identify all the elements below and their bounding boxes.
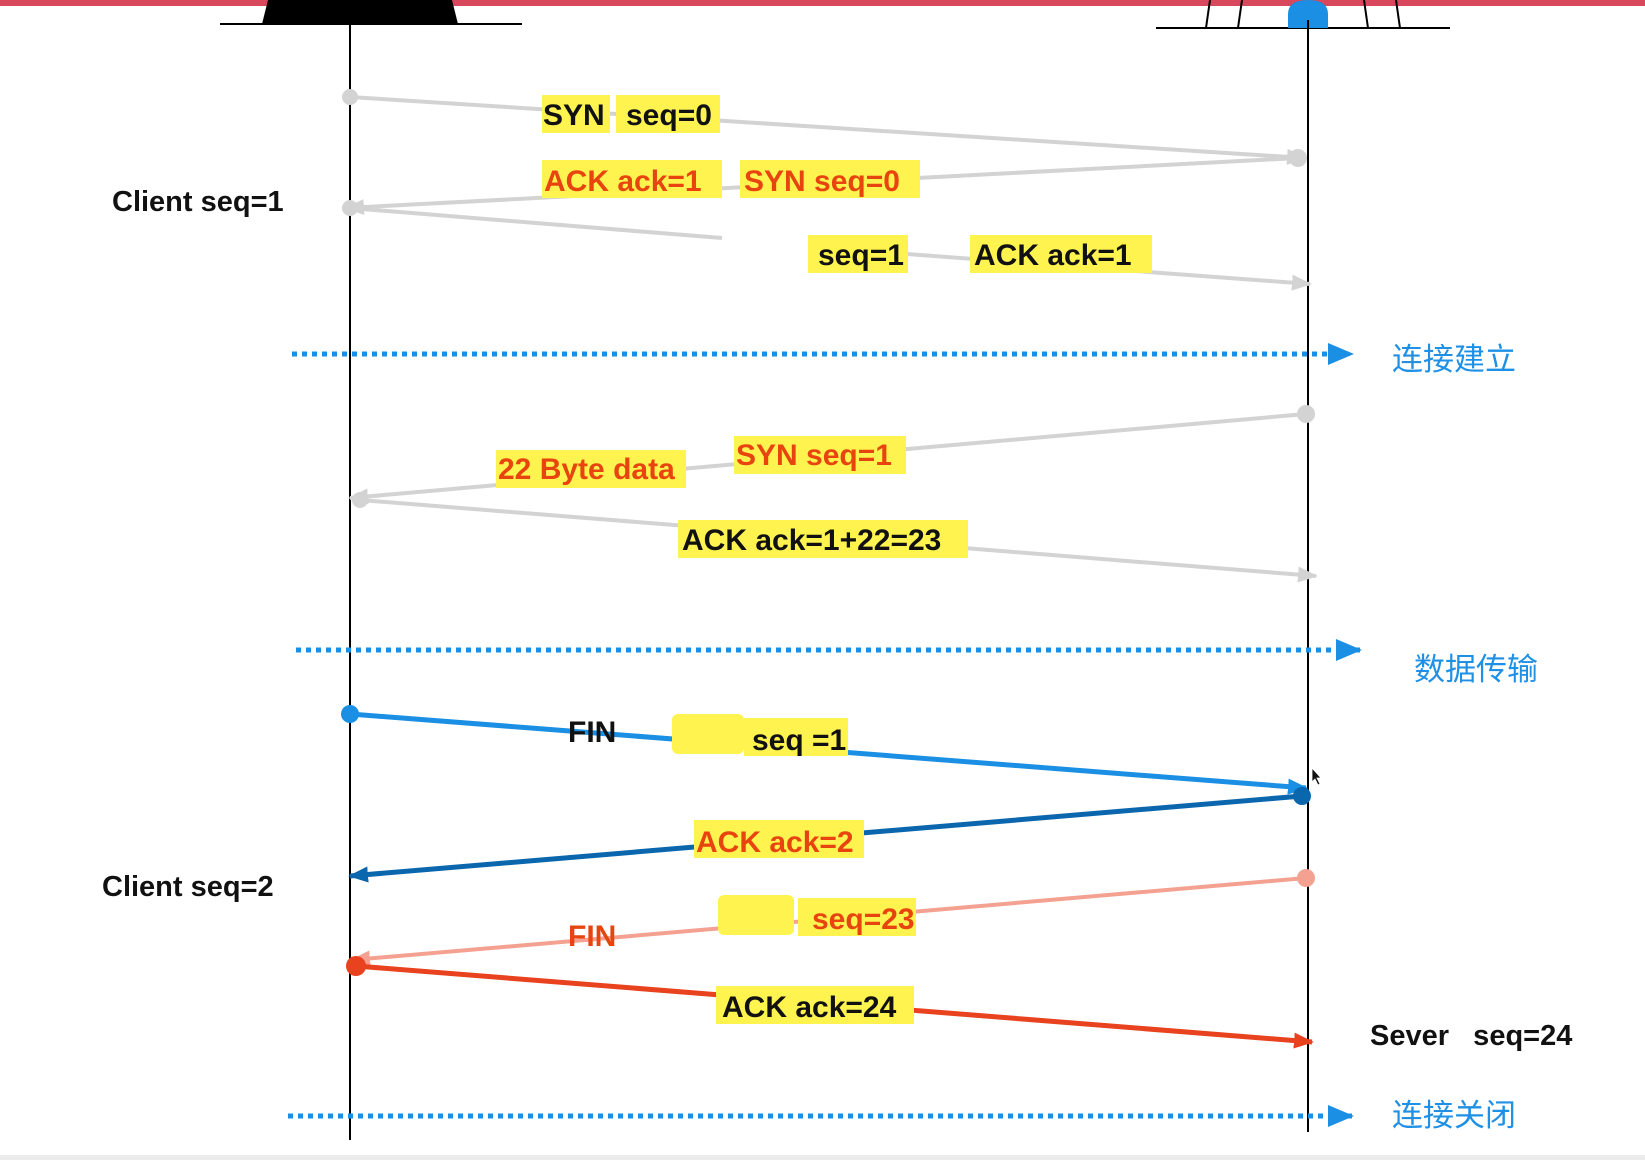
msg6-value-label: seq =1 xyxy=(752,724,846,757)
cursor-icon xyxy=(1311,766,1322,786)
msg1-flag-label: SYN xyxy=(543,99,605,132)
hl-m4-flag xyxy=(496,450,686,488)
phase-established-label: 连接建立 xyxy=(1392,342,1516,378)
hl-m3-flag xyxy=(808,235,908,273)
hl-m5-flag xyxy=(678,520,968,558)
hl-m8-blank xyxy=(718,895,794,935)
msg4-flag-label: 22 Byte data xyxy=(498,453,675,486)
msg9-flag-label: ACK ack=24 xyxy=(722,991,897,1024)
msg2-value-label: SYN seq=0 xyxy=(744,165,900,198)
msg6-flag-label: FIN xyxy=(568,716,616,749)
msg5-flag-label: ACK ack=1+22=23 xyxy=(682,524,941,557)
hl-m8-value xyxy=(798,898,916,936)
hl-m2-value xyxy=(740,160,920,198)
hl-m7-flag xyxy=(694,820,864,858)
msg1-arrow xyxy=(349,95,1307,165)
hl-m4-value xyxy=(734,436,906,474)
server-icon xyxy=(1156,0,1450,29)
msg3-arrow-a xyxy=(349,206,723,240)
msg4-value-label: SYN seq=1 xyxy=(736,439,892,472)
monitor-icon xyxy=(220,0,522,25)
msg2-flag-label: ACK ack=1 xyxy=(544,165,702,198)
client-seq2-label: Client seq=2 xyxy=(102,871,274,903)
server-seq24-label: Sever seq=24 xyxy=(1370,1020,1572,1052)
bottom-border xyxy=(0,1155,1645,1160)
hl-m9-flag xyxy=(716,986,914,1024)
msg7-flag-label: ACK ack=2 xyxy=(696,826,854,859)
msg3-flag-label: seq=1 xyxy=(818,239,904,272)
hl-m3-value xyxy=(970,235,1152,273)
hl-m1-value xyxy=(616,95,720,133)
client-seq1-label: Client seq=1 xyxy=(112,186,284,218)
top-border xyxy=(0,0,1645,6)
hl-m6-value xyxy=(744,718,848,756)
msg1-value-label: seq=0 xyxy=(626,99,712,132)
msg8-value-label: seq=23 xyxy=(812,903,915,936)
msg3-value-label: ACK ack=1 xyxy=(974,239,1132,272)
phase-closed-label: 连接关闭 xyxy=(1392,1098,1516,1134)
highlight-boxes xyxy=(496,95,1152,1024)
phase-transfer-label: 数据传输 xyxy=(1414,652,1538,688)
hl-m2-flag xyxy=(542,160,722,198)
hl-m6-blank xyxy=(672,714,744,754)
hl-m1-flag xyxy=(542,95,610,133)
msg8-flag-label: FIN xyxy=(568,920,616,953)
